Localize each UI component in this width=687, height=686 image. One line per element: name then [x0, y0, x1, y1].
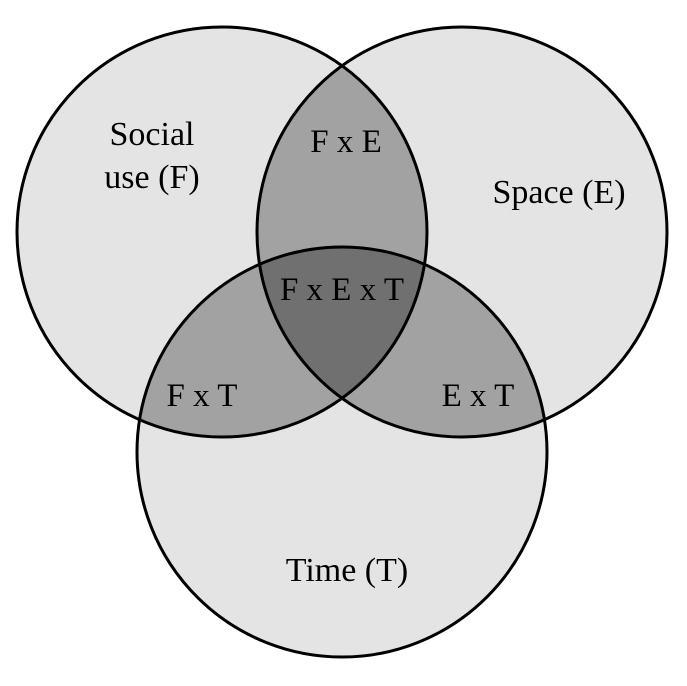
label-f: Social use (F) — [62, 114, 242, 199]
label-fe: F x E — [286, 122, 406, 163]
label-t: Time (T) — [262, 550, 432, 593]
venn-diagram: Social use (F) Space (E) Time (T) F x E … — [0, 0, 687, 686]
label-fet: F x E x T — [242, 270, 442, 311]
label-et: E x T — [418, 376, 538, 417]
label-e: Space (E) — [454, 172, 664, 215]
label-ft: F x T — [142, 376, 262, 417]
